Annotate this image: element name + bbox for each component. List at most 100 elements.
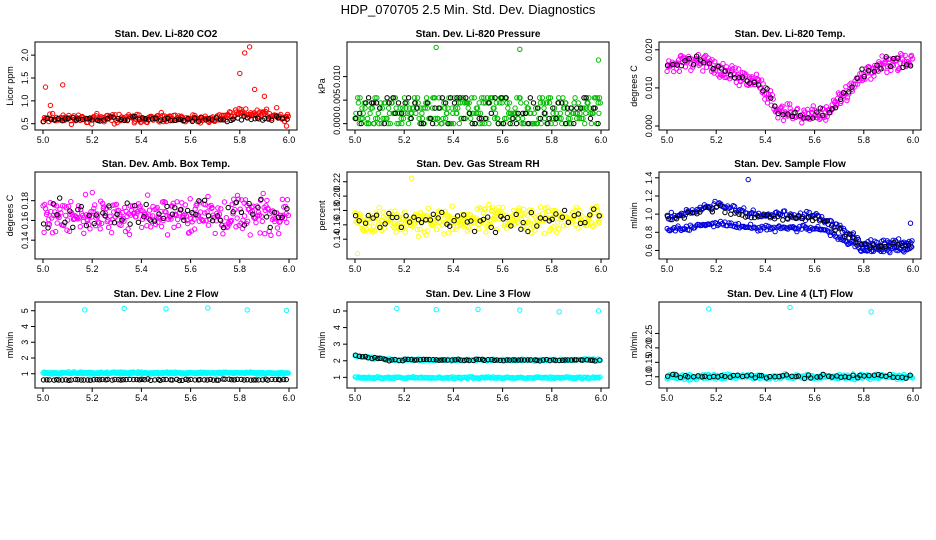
data-point-secondary: [772, 103, 778, 109]
data-point-main: [493, 100, 499, 106]
points-layer: [352, 175, 604, 257]
data-point-secondary: [489, 356, 495, 363]
data-point-main: [477, 110, 484, 117]
data-point-secondary: [690, 62, 697, 68]
data-point-secondary: [59, 377, 65, 383]
data-point-main: [285, 212, 292, 219]
data-point-secondary: [581, 95, 587, 101]
data-point-secondary: [172, 117, 178, 124]
data-point-main: [175, 222, 182, 229]
data-point-secondary: [553, 211, 559, 217]
data-point-main: [436, 95, 442, 101]
data-point-secondary: [178, 116, 184, 123]
data-point-secondary: [390, 95, 396, 101]
data-point-main: [777, 373, 783, 379]
data-point-secondary: [550, 105, 556, 111]
data-point-main: [393, 229, 399, 235]
data-point-main: [389, 100, 395, 106]
data-point-secondary: [207, 376, 214, 383]
data-point-main: [897, 60, 903, 66]
data-point-secondary: [854, 75, 860, 82]
data-point-main: [489, 95, 495, 101]
data-point-secondary: [525, 228, 531, 235]
data-point-upper: [837, 222, 843, 229]
data-point-outlier: [787, 304, 793, 311]
data-point-main: [664, 68, 670, 75]
x-axis: 5.0 5.2 5.4 5.6 5.8 6.0: [37, 130, 295, 145]
data-point-secondary: [81, 377, 87, 383]
x-axis: 5.0 5.2 5.4 5.6 5.8 6.0: [661, 259, 919, 274]
data-point-secondary: [764, 86, 770, 92]
y-tick-label: 0.18: [20, 192, 30, 210]
data-point-main: [537, 100, 544, 106]
data-point-upper: [755, 210, 762, 217]
data-point-secondary: [78, 377, 85, 383]
data-point-secondary: [377, 105, 383, 111]
data-point-secondary: [112, 376, 118, 383]
data-point-secondary: [701, 60, 707, 66]
data-point-upper: [804, 208, 810, 215]
data-point-main: [424, 228, 430, 234]
data-point-main: [504, 100, 510, 106]
data-point-secondary: [568, 357, 575, 363]
data-point-secondary: [722, 209, 728, 216]
data-point-secondary: [238, 376, 244, 383]
data-point-lower: [733, 221, 739, 228]
x-tick-label: 5.8: [234, 393, 247, 403]
data-point-outlier: [907, 220, 914, 226]
data-point-main: [241, 213, 248, 219]
data-point-main: [498, 120, 505, 127]
data-point-secondary: [706, 205, 712, 211]
data-point-main: [400, 105, 406, 111]
points-layer: [352, 44, 603, 127]
data-point-main: [454, 110, 460, 117]
data-point-main: [226, 109, 233, 115]
data-point-main: [57, 206, 63, 213]
data-point-secondary: [826, 373, 832, 379]
data-point-main: [360, 227, 366, 233]
data-point-secondary: [760, 88, 766, 94]
data-point-secondary: [826, 110, 832, 116]
data-point-main: [369, 105, 376, 111]
data-point-secondary: [241, 113, 247, 120]
data-point-secondary: [174, 376, 180, 382]
data-point-main: [516, 205, 522, 211]
data-point-main: [902, 52, 908, 59]
data-point-main: [416, 115, 422, 122]
data-point-main: [425, 205, 432, 212]
data-point-secondary: [748, 214, 754, 221]
data-point-secondary: [114, 211, 120, 218]
data-point-secondary: [568, 105, 574, 111]
x-axis: 5.0 5.2 5.4 5.6 5.8 6.0: [37, 259, 295, 274]
data-point-main: [908, 52, 915, 59]
data-point-main: [741, 70, 748, 76]
data-point-main: [493, 226, 500, 233]
data-point-main: [596, 110, 602, 117]
data-point-secondary: [739, 74, 745, 80]
data-point-main: [763, 84, 769, 91]
y-tick-label: 5: [332, 308, 342, 313]
data-point-main: [594, 95, 600, 101]
data-point-secondary: [283, 376, 289, 383]
data-point-main: [449, 203, 455, 209]
data-point-main: [54, 220, 60, 226]
data-point-secondary: [527, 95, 533, 101]
data-point-secondary: [386, 210, 392, 217]
data-point-secondary: [697, 57, 703, 63]
data-point-secondary: [664, 62, 671, 68]
data-point-main: [568, 120, 574, 127]
data-point-main: [523, 100, 530, 106]
data-point-outlier: [274, 105, 280, 111]
data-point-main: [541, 230, 547, 237]
data-point-secondary: [789, 113, 795, 120]
data-point-main: [410, 105, 417, 111]
data-point-main: [234, 192, 241, 199]
data-point-secondary: [370, 100, 377, 106]
data-point-secondary: [436, 105, 442, 111]
x-tick-label: 6.0: [907, 135, 920, 145]
data-point-main: [890, 62, 897, 69]
y-axis: 0.100.150.200.25: [644, 325, 659, 386]
data-point-secondary: [72, 376, 79, 383]
data-point-secondary: [755, 82, 762, 88]
